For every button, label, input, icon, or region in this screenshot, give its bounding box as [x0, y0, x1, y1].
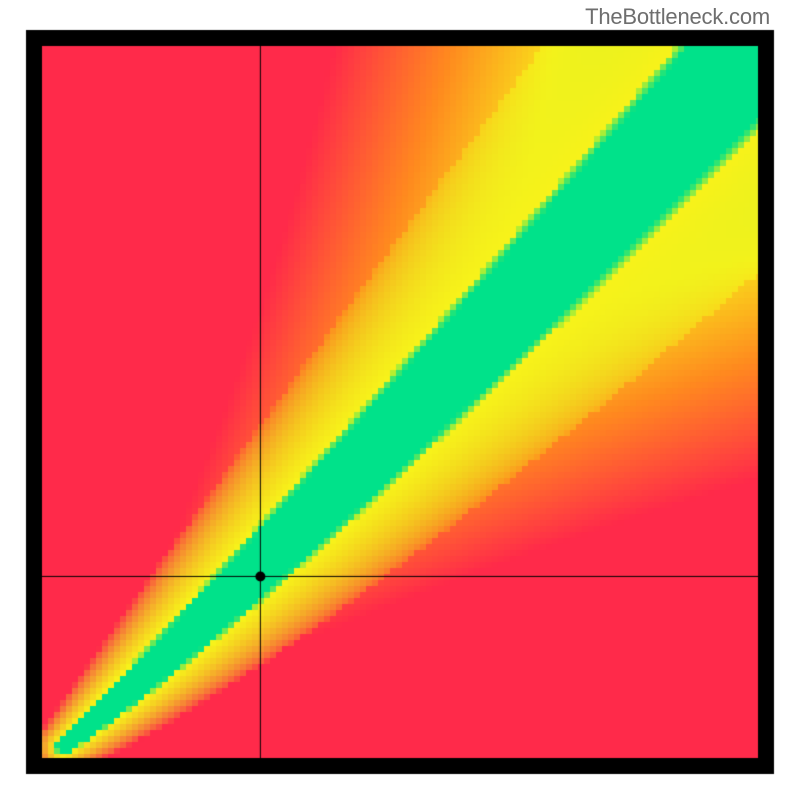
watermark-text: TheBottleneck.com: [585, 4, 770, 30]
heatmap-canvas: [0, 0, 800, 800]
root-container: TheBottleneck.com: [0, 0, 800, 800]
